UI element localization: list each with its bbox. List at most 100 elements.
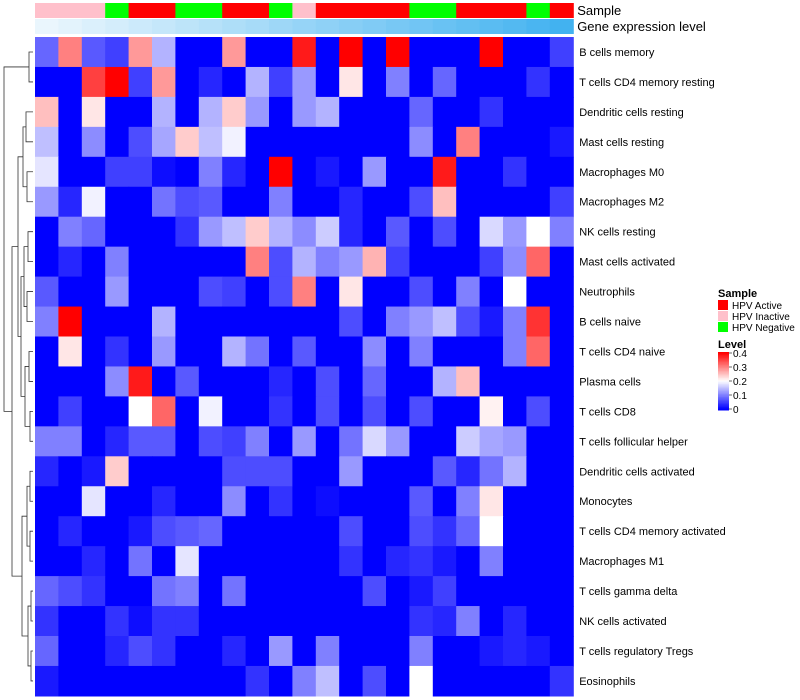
heatmap-cell <box>362 456 387 487</box>
heatmap-cell <box>479 96 504 128</box>
heatmap-cell <box>292 606 317 637</box>
level-legend-title: Level <box>718 339 746 351</box>
heatmap-cell <box>292 426 317 457</box>
heatmap-cell <box>362 37 387 68</box>
heatmap-cell <box>58 636 83 667</box>
heatmap-cell <box>269 366 293 397</box>
level-gradient-step <box>718 354 729 357</box>
level-gradient-step <box>718 373 729 376</box>
heatmap-cell <box>105 126 130 158</box>
heatmap-cell <box>269 426 293 457</box>
heatmap-cell <box>409 156 434 188</box>
heatmap-cell <box>35 516 59 547</box>
heatmap-cell <box>362 486 387 517</box>
sample-track-label: Sample <box>577 3 621 18</box>
heatmap-cell <box>292 96 317 128</box>
annotation-tracks <box>35 3 574 34</box>
row-label: Mast cells resting <box>579 137 664 149</box>
heatmap-cell <box>456 516 481 547</box>
heatmap-cell <box>432 456 457 487</box>
level-gradient-step <box>718 372 729 375</box>
heatmap-cell <box>128 396 153 427</box>
heatmap-cell <box>175 665 200 697</box>
heatmap-cell <box>526 126 551 158</box>
heatmap-cell <box>175 606 200 637</box>
heatmap-cell <box>339 37 364 68</box>
heatmap-cell <box>526 156 551 188</box>
heatmap-cell <box>526 96 551 128</box>
heatmap-cell <box>198 576 223 607</box>
heatmap-cell <box>456 366 481 397</box>
sample-annotation-cell <box>386 3 410 18</box>
heatmap-cell <box>526 606 551 637</box>
heatmap-cell <box>269 516 293 547</box>
heatmap-cell <box>222 186 247 218</box>
heatmap-cell <box>503 336 527 368</box>
expression-annotation-cell <box>549 19 574 34</box>
heatmap-cell <box>362 216 387 248</box>
heatmap-cell <box>269 216 293 248</box>
heatmap-cell <box>386 156 410 188</box>
level-gradient-step <box>718 370 729 373</box>
heatmap-cell <box>269 246 293 278</box>
heatmap-cell <box>362 276 387 308</box>
heatmap-cells <box>35 37 574 697</box>
heatmap-cell <box>503 426 527 457</box>
heatmap-cell <box>549 246 574 278</box>
heatmap-cell <box>58 486 83 517</box>
heatmap-cell <box>35 96 59 128</box>
heatmap-cell <box>269 456 293 487</box>
sample-legend-swatch <box>718 311 728 321</box>
heatmap-cell <box>81 426 106 457</box>
expression-annotation-cell <box>35 19 59 34</box>
row-label: T cells CD8 <box>579 406 636 418</box>
heatmap-cell <box>35 246 59 278</box>
heatmap-cell <box>549 665 574 697</box>
level-gradient-step <box>718 402 729 405</box>
heatmap-cell <box>339 366 364 397</box>
sample-annotation-cell <box>432 3 457 18</box>
heatmap-cell <box>128 186 153 218</box>
heatmap-cell <box>339 246 364 278</box>
row-labels: B cells memory T cells CD4 memory resting… <box>579 47 726 688</box>
heatmap-cell <box>479 186 504 218</box>
dendrogram-branch <box>26 291 33 322</box>
heatmap-cell <box>526 186 551 218</box>
heatmap-cell <box>386 546 410 577</box>
heatmap-cell <box>339 186 364 218</box>
heatmap-cell <box>292 216 317 248</box>
heatmap-cell <box>315 516 340 547</box>
heatmap-cell <box>245 486 270 517</box>
heatmap-cell <box>549 66 574 98</box>
heatmap-cell <box>456 576 481 607</box>
heatmap-cell <box>549 216 574 248</box>
heatmap-cell <box>175 636 200 667</box>
heatmap-cell <box>269 486 293 517</box>
level-tick-label: 0.3 <box>733 363 747 374</box>
heatmap-cell <box>128 246 153 278</box>
heatmap-cell <box>35 426 59 457</box>
dendrogram-branch <box>27 605 31 667</box>
heatmap-cell <box>409 37 434 68</box>
row-label: Dendritic cells activated <box>579 466 695 478</box>
heatmap-cell <box>35 486 59 517</box>
heatmap-cell <box>409 276 434 308</box>
heatmap-cell <box>245 366 270 397</box>
heatmap-cell <box>81 516 106 547</box>
heatmap-cell <box>526 336 551 368</box>
heatmap-cell <box>152 456 176 487</box>
heatmap-cell <box>269 576 293 607</box>
heatmap-cell <box>58 665 83 697</box>
level-gradient-step <box>718 360 729 363</box>
row-label: Eosinophils <box>579 676 636 688</box>
heatmap-cell <box>152 216 176 248</box>
sample-annotation-cell <box>292 3 317 18</box>
heatmap-cell <box>339 336 364 368</box>
heatmap-cell <box>479 336 504 368</box>
heatmap-cell <box>128 516 153 547</box>
row-label: T cells gamma delta <box>579 586 678 598</box>
heatmap-cell <box>58 426 83 457</box>
heatmap-cell <box>479 426 504 457</box>
heatmap-cell <box>81 636 106 667</box>
